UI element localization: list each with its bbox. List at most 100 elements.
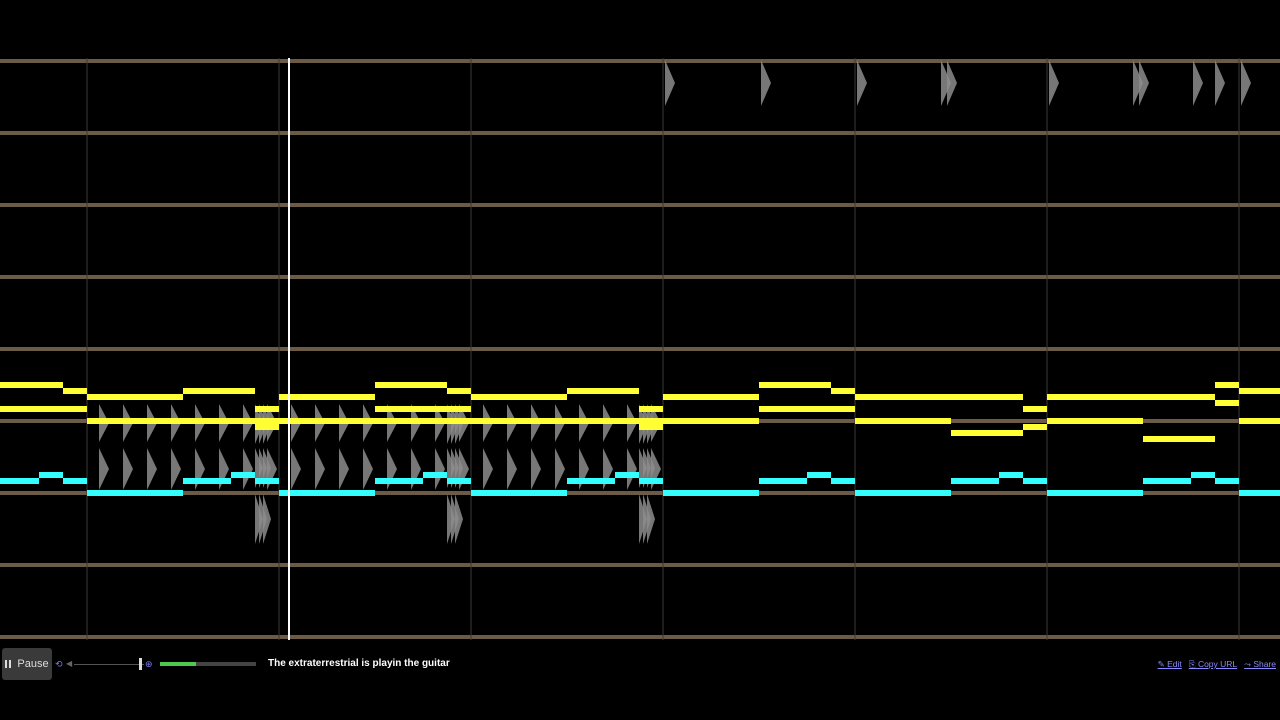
lead-note [1239,388,1280,394]
lead-note [255,406,279,412]
bass-note [375,478,423,484]
lead-note [0,406,87,412]
bass-note [951,478,999,484]
drum-note [171,448,181,490]
lead-note [567,388,639,394]
drum-note [147,448,157,490]
drum-note [243,448,253,490]
drum-note [1193,60,1203,106]
channel-line [0,491,1280,495]
bass-note [807,472,831,478]
drum-note [291,448,301,490]
drum-note [1133,60,1143,106]
drum-note [363,448,373,490]
lead-note [639,406,663,412]
drum-note [941,60,951,106]
lead-note [1143,436,1215,442]
lead-note [63,388,87,394]
volume-slider-thumb[interactable] [139,658,142,670]
drum-note [483,448,493,490]
drum-note [531,448,541,490]
volume-icon: ◀ [66,659,73,668]
lead-note [759,382,831,388]
drum-note [435,448,445,490]
lead-note [471,418,663,424]
lead-note [279,418,471,424]
bass-note [855,490,951,496]
drum-note [647,494,655,544]
drum-note [1215,60,1225,106]
pause-icon [5,660,12,668]
drum-note [665,60,675,106]
drum-note [1139,60,1149,106]
drum-note [947,60,957,106]
drum-note [761,60,771,106]
channel-line [0,203,1280,207]
bass-note [1023,478,1047,484]
channel-line [0,347,1280,351]
lead-note [375,406,471,412]
share-link[interactable]: ⤳ Share [1244,659,1276,669]
drum-note [1049,60,1059,106]
drum-note [99,448,109,490]
drum-note [627,448,637,490]
bass-note [639,478,663,484]
channel-line [0,59,1280,63]
bass-note [1047,490,1143,496]
drum-note [1241,60,1251,106]
bass-note [471,490,567,496]
bass-note [63,478,87,484]
zoom-icon[interactable]: ⊕ [145,659,153,669]
lead-note [1047,418,1143,424]
lead-note [87,394,183,400]
bass-note [255,478,279,484]
lead-note [1023,424,1047,430]
song-title: The extraterrestrial is playin the guita… [268,658,450,669]
lead-note [183,388,255,394]
edit-link[interactable]: ✎ Edit [1157,659,1182,669]
pause-label: Pause [17,658,49,670]
lead-note [951,430,1023,436]
lead-note [639,424,663,430]
action-links: ✎ Edit ⎘ Copy URL ⤳ Share [1158,659,1276,670]
lead-note [471,394,567,400]
bar-lines [86,58,1240,640]
lead-note [1143,394,1215,400]
channel-line [0,635,1280,639]
bass-note [831,478,855,484]
lead-note [1239,418,1280,424]
drum-note [263,494,271,544]
lead-note [279,394,375,400]
piano-roll[interactable] [0,0,1280,645]
bass-note [0,478,39,484]
bass-note [663,490,759,496]
pause-button[interactable]: Pause [2,648,52,680]
lead-note [855,418,951,424]
bass-note [183,478,231,484]
bass-note [231,472,255,478]
bass-note [1143,478,1191,484]
lead-note [1215,400,1239,406]
lead-note [87,418,279,424]
lead-note [951,394,1023,400]
copy-url-link[interactable]: ⎘ Copy URL [1188,659,1238,669]
bass-note [759,478,807,484]
bass-note [567,478,615,484]
volume-slider[interactable] [74,664,144,665]
lead-notes [0,382,1280,442]
lead-note [375,382,447,388]
bass-note [87,490,183,496]
control-bar: Pause ⟲ ◀ ⊕ The extraterrestrial is play… [0,645,1280,720]
lead-note [255,424,279,430]
bass-note [1239,490,1280,496]
playback-progress-bar[interactable] [160,662,256,666]
drum-note [507,448,517,490]
lead-note [1047,394,1143,400]
lead-note [0,382,63,388]
lead-note [855,394,951,400]
lead-note [1023,406,1047,412]
bass-note [423,472,447,478]
bass-note [279,490,375,496]
loop-icon[interactable]: ⟲ [55,659,63,669]
drum-note [857,60,867,106]
